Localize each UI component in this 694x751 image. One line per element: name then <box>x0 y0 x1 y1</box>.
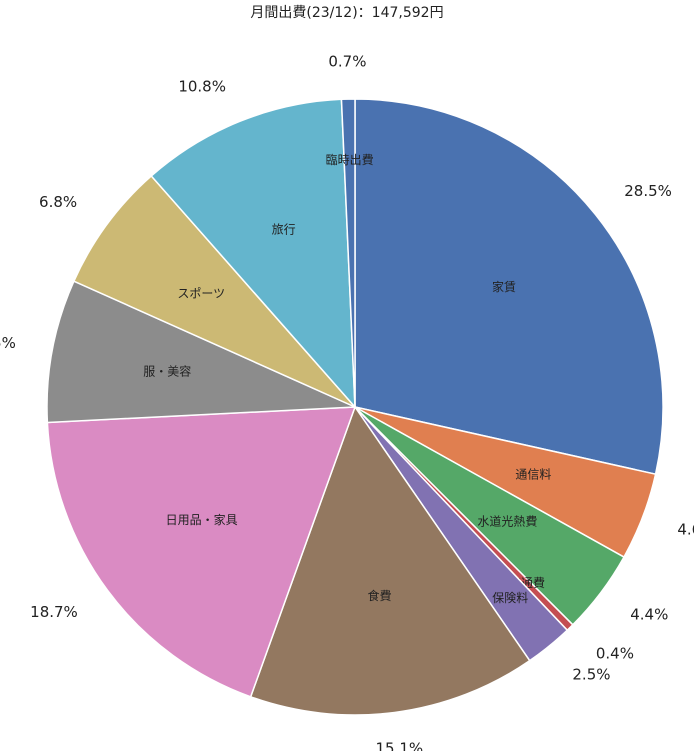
slice-percent-label: 18.7% <box>30 603 78 621</box>
slice-percent-label: 10.8% <box>178 78 226 96</box>
pie-slice <box>72 174 356 408</box>
slice-percent-label: 0.4% <box>596 644 634 662</box>
pie-slice <box>340 98 356 408</box>
slice-percent-label: 6.8% <box>39 193 77 211</box>
slice-percent-label: 7.5% <box>0 334 16 352</box>
slice-percent-label: 4.6% <box>677 520 694 538</box>
slice-category-label: 食費 <box>368 588 392 603</box>
slice-percent-label: 28.5% <box>624 182 672 200</box>
pie-slice <box>46 280 356 424</box>
slice-category-label: 保険料 <box>492 591 528 605</box>
slice-category-label: 通信料 <box>515 468 551 482</box>
pie-slice <box>46 406 357 698</box>
slice-category-label: 旅行 <box>272 222 296 236</box>
slice-category-label: 服・美容 <box>143 363 191 378</box>
slice-category-label: 日用品・家具 <box>166 512 238 527</box>
slice-category-label: スポーツ <box>177 286 225 300</box>
chart-title: 月間出費(23/12)：147,592円 <box>250 5 444 21</box>
slice-percent-label: 0.7% <box>328 53 366 71</box>
slice-percent-label: 2.5% <box>572 665 610 683</box>
slice-category-label: 家賃 <box>492 279 516 294</box>
slice-category-label: 水道光熱費 <box>477 514 537 529</box>
pie-slice <box>249 405 531 716</box>
pie-slice <box>354 98 664 476</box>
slice-category-label: 臨時出費 <box>326 152 374 167</box>
slice-percent-label: 15.1% <box>375 740 423 751</box>
slice-percent-label: 4.4% <box>630 606 668 624</box>
pie-slice <box>150 98 356 410</box>
